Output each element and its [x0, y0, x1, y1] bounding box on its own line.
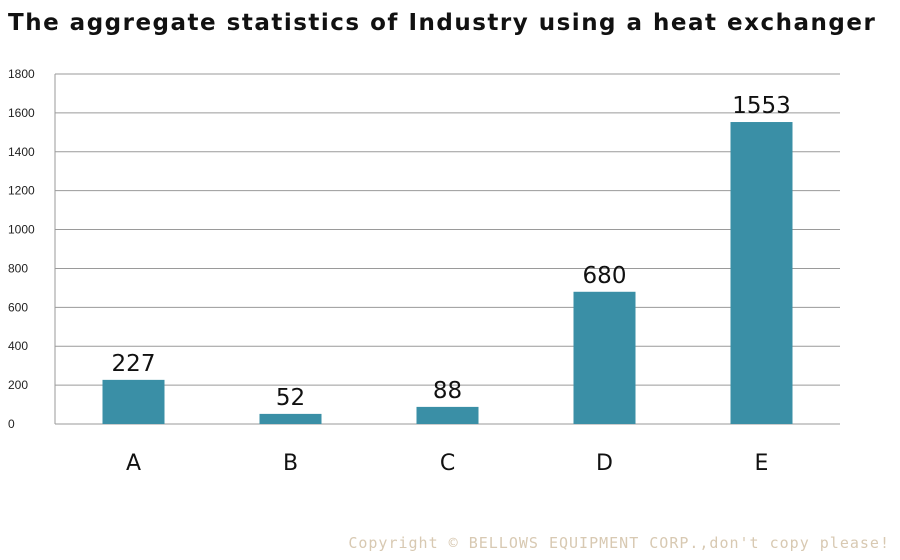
bar — [102, 379, 165, 424]
y-tick-label: 200 — [8, 378, 28, 392]
x-tick-label: B — [283, 451, 298, 476]
x-tick-label: D — [596, 451, 613, 476]
y-tick-label: 400 — [8, 339, 28, 353]
y-tick-label: 1200 — [8, 184, 35, 198]
x-tick-label: A — [126, 451, 141, 476]
y-tick-label: 0 — [8, 417, 15, 431]
bar — [730, 122, 793, 425]
bar — [259, 413, 322, 424]
data-label: 88 — [433, 378, 462, 404]
y-tick-label: 1600 — [8, 106, 35, 120]
data-label: 680 — [583, 263, 627, 289]
data-label: 52 — [276, 385, 305, 411]
y-tick-label: 600 — [8, 300, 28, 314]
data-label: 1553 — [732, 93, 791, 119]
y-tick-label: 1800 — [8, 67, 35, 81]
chart-title: The aggregate statistics of Industry usi… — [8, 10, 877, 36]
copyright-watermark: Copyright © BELLOWS EQUIPMENT CORP.,don'… — [348, 534, 890, 552]
x-tick-label: E — [755, 451, 769, 476]
y-tick-label: 1000 — [8, 223, 35, 237]
y-tick-label: 1400 — [8, 145, 35, 159]
bar — [416, 406, 479, 424]
y-tick-label: 800 — [8, 261, 28, 275]
bar — [573, 291, 636, 424]
x-tick-label: C — [440, 451, 455, 476]
data-label: 227 — [112, 351, 156, 377]
